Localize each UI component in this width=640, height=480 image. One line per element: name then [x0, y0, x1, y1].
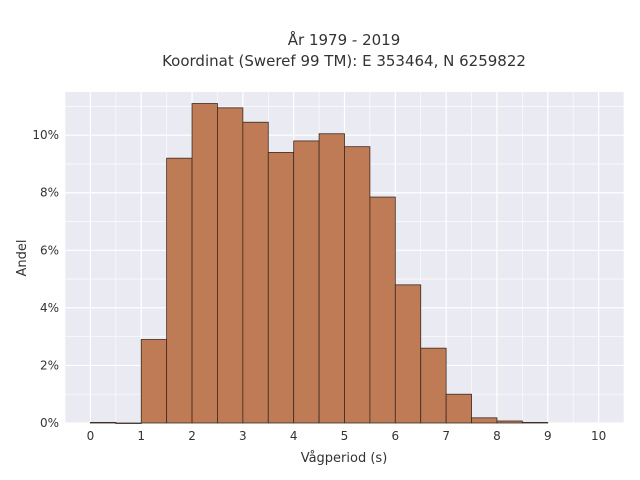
histogram-bar: [293, 140, 320, 424]
histogram-bar: [90, 422, 117, 424]
x-tick-label: 10: [591, 429, 606, 443]
y-tick-label: 0%: [40, 416, 59, 430]
histogram-bar: [420, 347, 447, 424]
bars: [90, 103, 549, 424]
x-tick-label: 6: [391, 429, 399, 443]
y-axis-label: Andel: [15, 240, 30, 277]
x-tick-label: 3: [239, 429, 247, 443]
histogram-bar: [445, 393, 472, 424]
y-tick-label: 8%: [40, 186, 59, 200]
histogram-bar: [369, 196, 396, 424]
x-axis-label: Vågperiod (s): [301, 451, 388, 466]
histogram-bar: [318, 133, 345, 424]
x-tick-label: 7: [442, 429, 450, 443]
x-axis-ticks: 0 1 2 3 4 5 6 7 8 9 10: [87, 429, 607, 443]
histogram-bar: [191, 103, 218, 424]
histogram-bar: [140, 339, 168, 424]
y-tick-label: 2%: [40, 358, 59, 372]
histogram-bar: [344, 146, 371, 424]
x-tick-label: 2: [188, 429, 196, 443]
x-tick-label: 9: [544, 429, 552, 443]
y-tick-label: 6%: [40, 243, 59, 257]
histogram-bar: [115, 422, 142, 424]
y-tick-label: 4%: [40, 301, 59, 315]
y-axis-ticks: 0% 2% 4% 6% 8% 10%: [32, 128, 59, 430]
histogram-bar: [394, 284, 422, 424]
chart-title-line2: Koordinat (Sweref 99 TM): E 353464, N 62…: [162, 52, 526, 70]
histogram-bar: [521, 422, 549, 424]
histogram-bar: [242, 121, 269, 424]
histogram-bar: [217, 107, 244, 424]
x-tick-label: 4: [290, 429, 298, 443]
x-tick-label: 8: [493, 429, 501, 443]
x-tick-label: 5: [341, 429, 349, 443]
y-tick-label: 10%: [32, 128, 59, 142]
histogram-bar: [166, 157, 193, 424]
histogram-bar: [471, 417, 498, 424]
x-tick-label: 0: [87, 429, 95, 443]
histogram-bar: [496, 420, 523, 424]
x-tick-label: 1: [137, 429, 145, 443]
chart-title-line1: År 1979 - 2019: [288, 30, 401, 49]
histogram-bar: [267, 152, 295, 424]
